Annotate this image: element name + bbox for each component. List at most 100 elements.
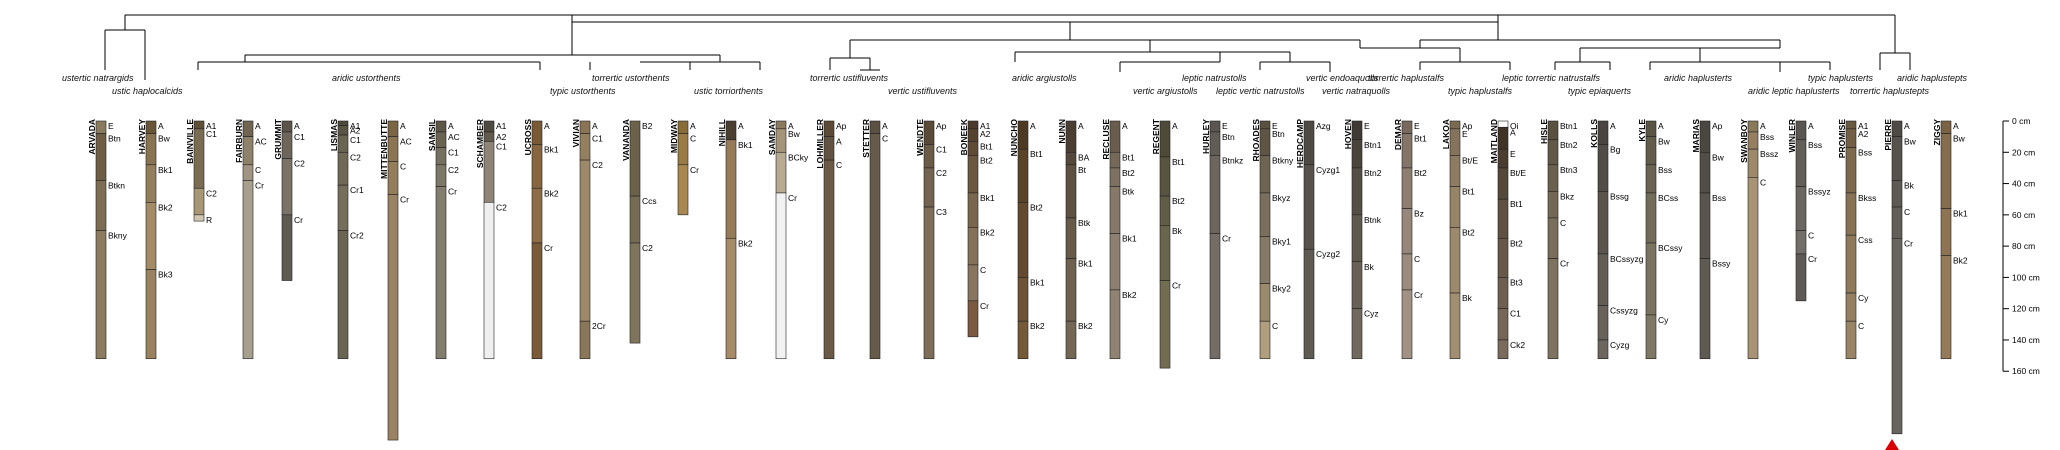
profile-name: PIERRE: [1883, 119, 1893, 151]
horizon-block: [629, 195, 641, 244]
subgroup-label: aridic haplusterts: [1664, 73, 1733, 83]
horizon-label: C1: [448, 148, 459, 158]
horizon-label: 2Cr: [592, 321, 606, 331]
horizon-label: Cr: [1560, 259, 1569, 269]
horizon-block: [1017, 277, 1029, 322]
subgroup-label: typic epiaquerts: [1568, 86, 1632, 96]
horizon-label: E: [108, 121, 114, 131]
profile-name: VIVIAN: [571, 119, 581, 147]
profile-name: ZIGGY: [1932, 119, 1942, 146]
soil-profile-ziggy: A Bw Bk1 Bk2 ZIGGY: [1932, 119, 1968, 360]
horizon-block: [337, 151, 349, 186]
horizon-block: [823, 120, 835, 137]
horizon-block: [1259, 192, 1271, 238]
horizon-label: Ccs: [642, 196, 657, 206]
horizon-block: [337, 125, 349, 136]
horizon-label: Cr: [448, 187, 457, 197]
horizon-block: [725, 238, 737, 360]
horizon-label: Bt1: [1462, 187, 1475, 197]
subgroup-label: vertic argiustolls: [1133, 86, 1198, 96]
horizon-block: [435, 186, 447, 360]
horizon-label: Bt2: [1122, 168, 1135, 178]
horizon-block: [1159, 156, 1171, 197]
horizon-label: Bk2: [1030, 321, 1045, 331]
profile-name: KOLLS: [1589, 119, 1599, 148]
profile-name: RHOADES: [1251, 119, 1261, 162]
horizon-block: [1699, 192, 1711, 259]
horizon-block: [1401, 133, 1413, 169]
subgroup-label: torrertic ustifluvents: [810, 73, 889, 83]
horizon-block: [435, 147, 447, 166]
profile-name: HERDCAMP: [1295, 119, 1305, 168]
profile-name: PROMISE: [1837, 119, 1847, 159]
horizon-block: [1209, 120, 1221, 133]
horizon-label: Bt2: [1510, 238, 1523, 248]
soil-profile-maitland: OiA E Bt/E Bt1 Bt2 Bt3 C1 Ck2 MAITLAND: [1489, 119, 1526, 360]
horizon-label: A: [1078, 121, 1084, 131]
horizon-block: [1401, 208, 1413, 255]
horizon-block: [1547, 217, 1559, 259]
subgroup-label: ustic torriorthents: [694, 86, 764, 96]
horizon-label: Cr: [400, 195, 409, 205]
horizon-label: A2: [980, 129, 991, 139]
profile-name: NIHILL: [717, 119, 727, 146]
horizon-block: [1259, 128, 1271, 156]
soil-profile-winler: A Bss Bssyz C Cr WINLER: [1787, 119, 1831, 302]
horizon-block: [1497, 126, 1509, 150]
horizon-label: Bssg: [1610, 191, 1629, 201]
horizon-block: [775, 151, 787, 194]
horizon-label: Cy: [1658, 315, 1669, 325]
horizon-block: [1017, 320, 1029, 360]
horizon-label: Bt1: [1414, 134, 1427, 144]
horizon-label: Bk: [1172, 226, 1183, 236]
horizon-label: Ap: [1462, 121, 1473, 131]
horizon-block: [1597, 305, 1609, 341]
horizon-label: Btn1: [1364, 140, 1382, 150]
soil-profile-wendte: Ap C1 C2 C3 WENDTE: [915, 119, 947, 360]
horizon-block: [1449, 128, 1461, 156]
horizon-block: [1259, 236, 1271, 284]
horizon-label: A: [544, 121, 550, 131]
horizon-label: Bkss: [1858, 193, 1876, 203]
profile-name: WINLER: [1787, 119, 1797, 153]
horizon-label: Bt2: [980, 155, 993, 165]
profile-name: LISMAS: [329, 119, 339, 151]
horizon-block: [435, 131, 447, 148]
horizon-block: [1401, 167, 1413, 209]
horizon-block: [1891, 136, 1903, 181]
horizon-block: [281, 214, 293, 281]
horizon-block: [967, 227, 979, 266]
horizon-label: Cyzg1: [1316, 165, 1340, 175]
horizon-label: Bky2: [1272, 284, 1291, 294]
soil-profile-kyle: A Bw Bss BCss BCssy Cy KYLE: [1637, 119, 1683, 360]
horizon-label: Bssy: [1712, 259, 1731, 269]
horizon-label: C1: [936, 144, 947, 154]
soil-profile-samday: ABw BCky Cr SAMDAY: [767, 119, 809, 360]
horizon-block: [967, 300, 979, 338]
horizon-block: [1597, 339, 1609, 360]
horizon-label: Cr: [1172, 281, 1181, 291]
horizon-label: Bt2: [1172, 196, 1185, 206]
horizon-label: BCky: [788, 152, 809, 162]
subgroup-label: typic haplusterts: [1808, 73, 1874, 83]
horizon-label: Bkny: [108, 230, 128, 240]
horizon-block: [629, 120, 641, 197]
horizon-label: C: [255, 165, 261, 175]
horizon-block: [1109, 233, 1121, 291]
horizon-block: [1645, 164, 1657, 194]
horizon-block: [1497, 277, 1509, 309]
subgroup-label: ustic haplocalcids: [112, 86, 183, 96]
horizon-label: Bk2: [544, 188, 559, 198]
depth-tick-label: 40 cm: [2012, 179, 2035, 189]
horizon-block: [967, 192, 979, 228]
depth-tick-label: 20 cm: [2012, 147, 2035, 157]
horizon-block: [387, 194, 399, 441]
horizon-label: A1: [350, 121, 361, 131]
horizon-block: [1351, 308, 1363, 360]
horizon-label: C1: [592, 134, 603, 144]
horizon-block: [1065, 217, 1077, 259]
profile-name: SWANBOY: [1739, 119, 1749, 163]
horizon-block: [1259, 155, 1271, 194]
